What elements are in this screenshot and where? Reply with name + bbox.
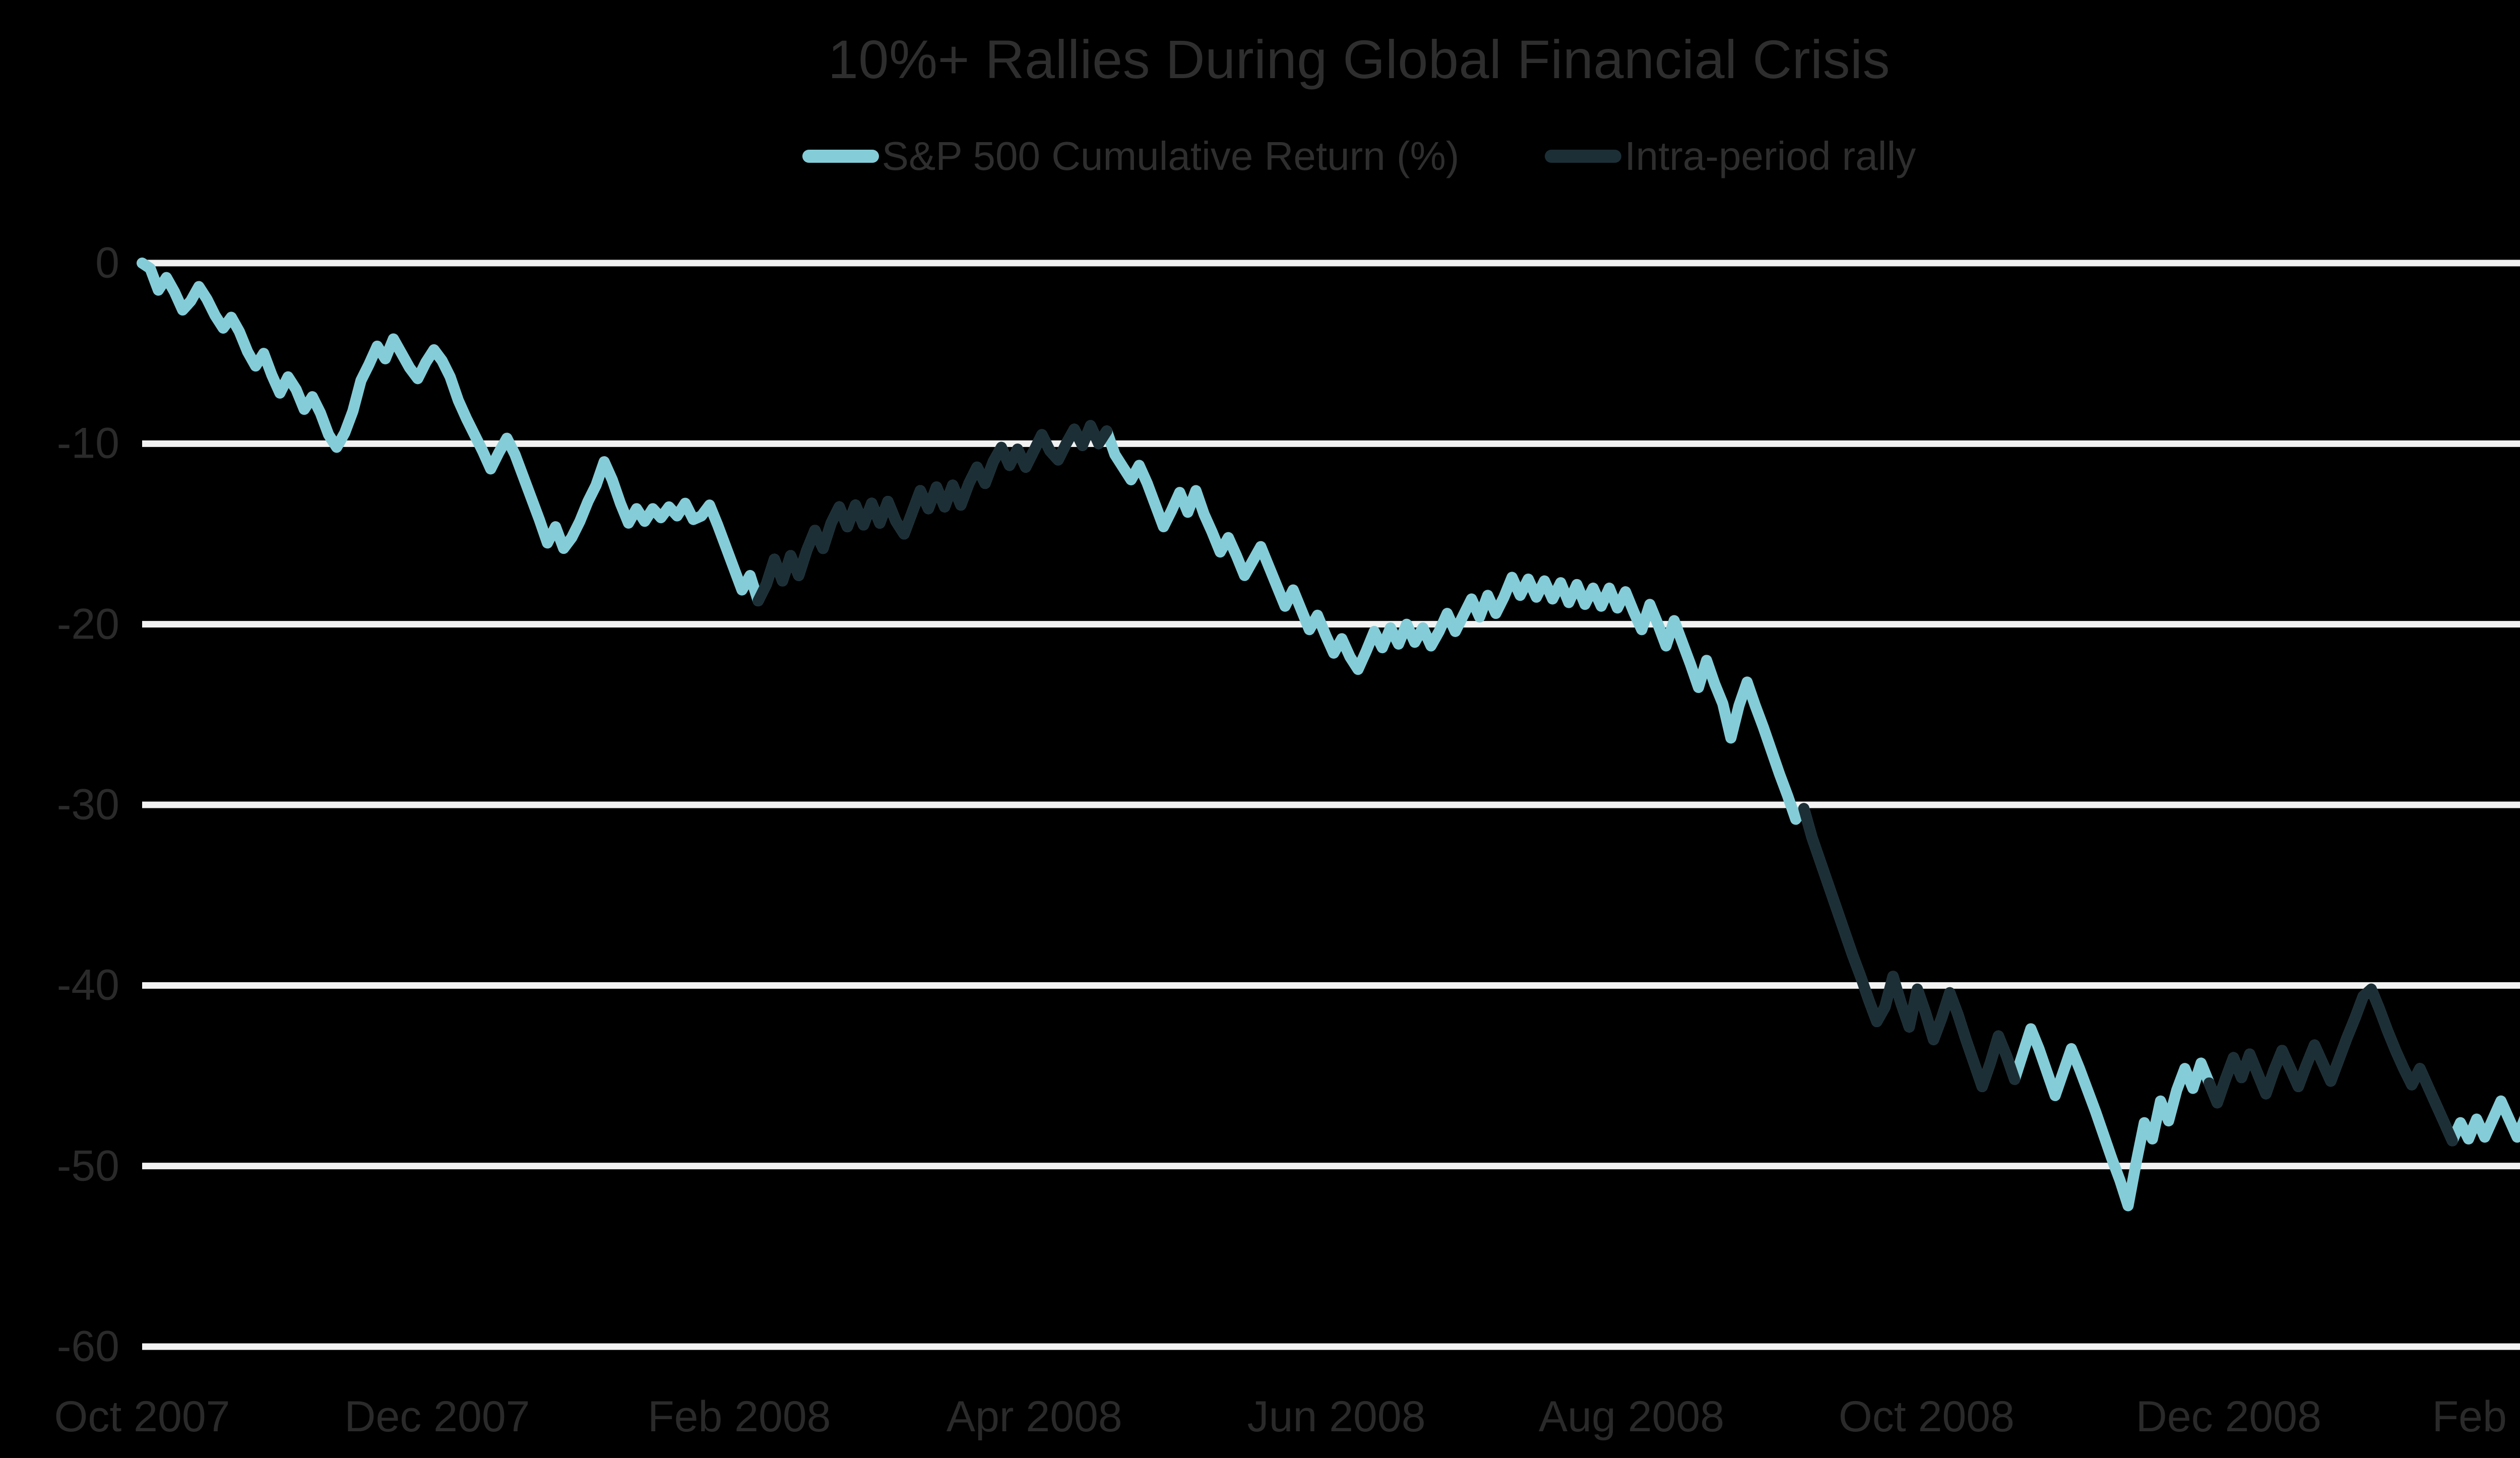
gridlines [142, 260, 2520, 1350]
x-axis-tick-label: Dec 2008 [2135, 1392, 2321, 1441]
y-axis-tick-label: -40 [56, 961, 119, 1009]
series-line-sp500 [137, 258, 2520, 1212]
rally-overlay-layer [752, 420, 2458, 1147]
legend-item-rally[interactable]: Intra-period rally [1545, 136, 1916, 176]
legend-swatch-rally [1545, 150, 1622, 163]
y-axis-tick-label: -50 [56, 1142, 119, 1190]
y-axis-tick-label: -30 [56, 780, 119, 829]
series-layer [137, 258, 2520, 1212]
y-axis-tick-label: -20 [56, 600, 119, 649]
x-axis-tick-label: Aug 2008 [1538, 1392, 1725, 1441]
chart-legend: S&P 500 Cumulative Return (%) Intra-peri… [0, 136, 2520, 176]
x-axis-tick-label: Oct 2007 [54, 1392, 230, 1441]
legend-item-sp500[interactable]: S&P 500 Cumulative Return (%) [802, 134, 1460, 178]
x-axis-tick-label: Apr 2008 [946, 1392, 1122, 1441]
rally-segment-1 [752, 420, 1112, 607]
rally-segment-2 [1798, 803, 2021, 1092]
y-axis-tick-label: -60 [56, 1322, 119, 1371]
x-axis-tick-label: Dec 2007 [344, 1392, 530, 1441]
legend-label-rally: Intra-period rally [1624, 134, 1916, 178]
legend-label-sp500: S&P 500 Cumulative Return (%) [881, 134, 1460, 178]
x-axis-tick-label: Feb 2009 [2432, 1392, 2520, 1441]
x-axis-tick-label: Oct 2008 [1838, 1392, 2014, 1441]
legend-swatch-sp500 [802, 150, 879, 163]
x-axis-tick-label: Jun 2008 [1247, 1392, 1426, 1441]
rally-segment-3 [2203, 983, 2458, 1147]
y-axis-tick-label: 0 [95, 238, 119, 287]
page-title: 10%+ Rallies During Global Financial Cri… [828, 29, 1891, 90]
x-axis-tick-label: Feb 2008 [648, 1392, 831, 1441]
y-axis-tick-label: -10 [56, 419, 119, 468]
